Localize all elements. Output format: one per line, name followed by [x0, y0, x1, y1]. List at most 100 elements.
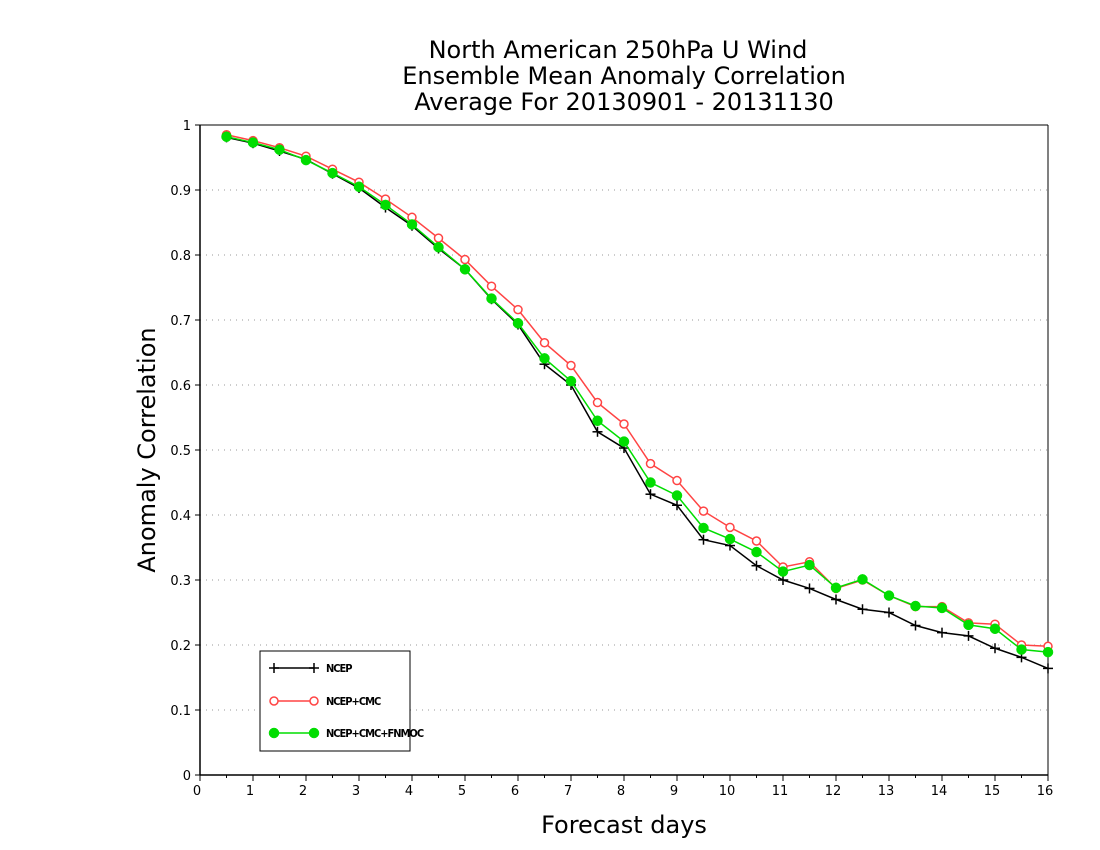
data-point: [380, 199, 391, 211]
y-tick-label: 0.2: [170, 639, 191, 654]
legend-marker: [309, 696, 319, 706]
y-axis-label: Anomaly Correlation: [133, 327, 161, 572]
data-point: [671, 490, 683, 501]
data-point: [566, 360, 576, 371]
x-tick-label: 13: [878, 784, 895, 799]
series-line: [226, 134, 1049, 648]
data-point: [751, 536, 762, 546]
data-point: [936, 602, 948, 614]
y-tick-label: 0.7: [170, 314, 191, 329]
x-tick-label: 0: [193, 784, 201, 799]
y-axis-ticks: 0 0.1 0.2 0.3 0.4 0.5 0.6 0.7 0.8 0.9 1: [170, 119, 200, 784]
data-point: [433, 241, 444, 253]
x-tick-label: 8: [617, 784, 625, 799]
data-point: [486, 293, 497, 304]
data-point: [513, 304, 523, 315]
series-lines: [221, 130, 1054, 674]
x-tick-label: 6: [511, 784, 519, 799]
series-0: [221, 132, 1053, 674]
y-tick-label: 0.1: [170, 704, 191, 719]
legend: NCEP NCEP+CMC NCEP+CMC+FNMOC: [259, 650, 425, 752]
data-point: [327, 167, 338, 179]
data-point: [539, 338, 550, 348]
legend-marker: [268, 727, 280, 739]
series-line: [226, 136, 1049, 670]
data-point: [433, 233, 444, 243]
data-point: [804, 559, 815, 571]
chart-title: North American 250hPa U Wind Ensemble Me…: [402, 36, 846, 116]
series-line: [226, 135, 1049, 653]
x-tick-label: 14: [931, 784, 948, 799]
data-point: [460, 254, 470, 265]
x-axis-ticks: 0 1 2 3 4 5 6 7 8 9 10 11 12 13 14 15 16: [193, 775, 1053, 799]
series-2: [221, 131, 1054, 658]
data-point: [512, 318, 524, 329]
data-point: [592, 415, 603, 426]
legend-item-2: NCEP+CMC+FNMOC: [268, 727, 425, 740]
x-tick-label: 5: [458, 784, 466, 799]
y-tick-label: 0.3: [170, 574, 191, 589]
x-tick-label: 1: [246, 784, 254, 799]
legend-label: NCEP: [326, 662, 352, 675]
x-tick-label: 11: [772, 784, 789, 799]
y-tick-label: 0.5: [170, 444, 191, 459]
y-tick-label: 0: [183, 769, 191, 784]
data-point: [963, 619, 974, 631]
data-point: [459, 264, 471, 275]
data-point: [777, 566, 789, 577]
data-point: [724, 533, 736, 545]
data-point: [830, 582, 842, 594]
y-tick-label: 1: [183, 119, 191, 134]
legend-marker: [269, 696, 279, 706]
data-point: [1016, 644, 1027, 655]
x-tick-label: 15: [984, 784, 1001, 799]
data-point: [247, 137, 259, 148]
data-point: [989, 623, 1001, 634]
data-point: [592, 397, 603, 408]
data-point: [672, 475, 682, 486]
data-point: [645, 458, 656, 469]
series-1: [221, 130, 1053, 652]
data-point: [857, 574, 868, 585]
data-point: [698, 522, 709, 534]
y-tick-label: 0.8: [170, 249, 191, 264]
data-point: [619, 419, 629, 429]
data-point: [221, 131, 232, 142]
title-line-2: Ensemble Mean Anomaly Correlation: [402, 62, 846, 90]
x-tick-label: 2: [299, 784, 307, 799]
data-point: [725, 522, 735, 533]
data-point: [645, 477, 656, 488]
title-line-1: North American 250hPa U Wind: [429, 36, 808, 64]
x-tick-label: 7: [564, 784, 572, 799]
data-point: [910, 600, 921, 612]
x-tick-label: 10: [719, 784, 736, 799]
y-tick-label: 0.4: [170, 509, 191, 524]
legend-label: NCEP+CMC: [326, 695, 381, 708]
data-point: [565, 375, 577, 387]
data-point: [698, 506, 709, 516]
legend-item-1: NCEP+CMC: [269, 695, 382, 708]
data-point: [539, 353, 550, 364]
y-tick-label: 0.9: [170, 184, 191, 199]
data-point: [883, 590, 895, 601]
data-point: [406, 219, 418, 230]
data-point: [618, 436, 630, 447]
data-point: [353, 181, 365, 192]
x-tick-label: 4: [405, 784, 413, 799]
data-point: [1042, 646, 1054, 658]
data-point: [274, 144, 285, 155]
data-point: [486, 281, 497, 291]
x-tick-label: 16: [1037, 784, 1054, 799]
legend-item-0: NCEP: [269, 662, 353, 675]
x-tick-label: 12: [825, 784, 842, 799]
data-point: [751, 546, 762, 558]
x-axis-label: Forecast days: [541, 811, 707, 839]
x-tick-label: 3: [352, 784, 360, 799]
x-tick-label: 9: [670, 784, 678, 799]
legend-label: NCEP+CMC+FNMOC: [326, 727, 424, 740]
data-point: [300, 154, 312, 166]
y-tick-label: 0.6: [170, 379, 191, 394]
title-line-3: Average For 20130901 - 20131130: [414, 88, 834, 116]
